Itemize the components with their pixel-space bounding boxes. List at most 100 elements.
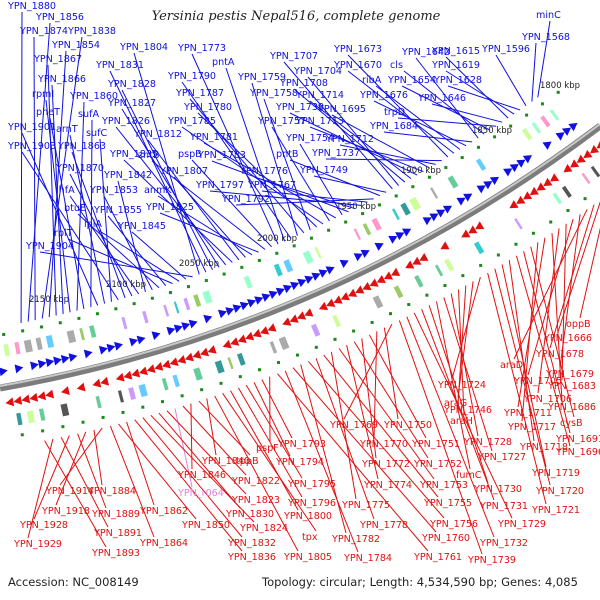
gc-marker (344, 220, 348, 224)
label-leader (300, 364, 347, 534)
reverse-feature-arrow (570, 159, 580, 168)
gene-label: YPN_1729 (497, 519, 546, 530)
gene-label: YPN_1775 (341, 500, 390, 511)
gene-label: YPN_1759 (237, 72, 286, 83)
reverse-annotation-block (561, 185, 572, 198)
label-leader (166, 410, 247, 495)
label-leader (292, 367, 437, 533)
gene-label: YPN_1746 (443, 405, 492, 416)
label-leader (445, 70, 515, 115)
forward-annotation-block (202, 290, 213, 304)
gene-label: YPN_1738 (275, 102, 324, 113)
forward-feature-arrow (395, 232, 405, 241)
gene-label: YPN_1753 (419, 480, 468, 491)
gene-label: YPN_1684 (369, 121, 418, 132)
gene-label: YPN_1678 (535, 349, 584, 360)
gene-label: YPN_1781 (189, 132, 238, 143)
gene-label: YPN_1880 (7, 1, 56, 12)
gc-marker (204, 278, 208, 282)
forward-annotation-block (314, 246, 322, 259)
forward-feature-arrow (45, 358, 55, 368)
forward-feature-arrow (429, 213, 439, 222)
gene-label: YPN_1846 (177, 470, 226, 481)
reverse-feature-arrow (347, 288, 358, 297)
label-leader (126, 421, 155, 506)
gc-marker (479, 263, 483, 267)
label-leader (261, 379, 293, 439)
label-leader (251, 82, 298, 236)
gene-label: YPN_1901 (7, 122, 56, 133)
gene-label: YPN_1707 (269, 51, 318, 62)
gene-label: YPN_1828 (107, 79, 156, 90)
reverse-feature-arrow (333, 295, 343, 304)
forward-annotation-block (447, 175, 459, 189)
reverse-annotation-block (117, 390, 124, 403)
gc-marker (58, 321, 62, 325)
reverse-feature-arrow (529, 186, 539, 196)
label-leader (21, 151, 119, 301)
reverse-feature-arrow (589, 145, 600, 154)
reverse-feature-arrow (200, 347, 210, 357)
gc-marker (370, 320, 374, 324)
forward-annotation-block (531, 121, 542, 134)
gc-marker (101, 415, 105, 419)
reverse-feature-arrow (355, 285, 365, 294)
forward-annotation-block (183, 297, 191, 311)
gene-label: YPN_1783 (197, 150, 246, 161)
reverse-feature-arrow (252, 328, 262, 338)
gc-marker (121, 410, 125, 414)
forward-feature-arrow (225, 307, 235, 316)
label-leader (561, 223, 567, 381)
gene-label: YPN_1754 (285, 133, 334, 144)
gene-label: araG (444, 398, 467, 409)
label-leader (151, 160, 266, 250)
label-leader (271, 126, 330, 222)
kbp-tick-label: 2150 kbp (29, 295, 69, 305)
gene-label: YPN_1757 (257, 116, 306, 127)
gene-label: YPN_1838 (67, 26, 116, 37)
label-leader (289, 159, 381, 197)
reverse-feature-arrow (169, 357, 179, 367)
label-leader (159, 212, 259, 253)
gc-marker (292, 244, 296, 248)
label-leader (397, 117, 497, 127)
gene-label: YPN_1862 (139, 506, 188, 517)
forward-annotation-block (392, 208, 400, 221)
forward-feature-arrow (442, 205, 453, 214)
gene-label: YPN_1706 (523, 394, 572, 405)
forward-annotation-block (35, 337, 43, 351)
kbp-tick-label: 1850 kbp (472, 126, 512, 136)
forward-annotation-block (121, 316, 128, 330)
reverse-feature-arrow (326, 298, 336, 307)
gc-marker (556, 90, 560, 94)
forward-feature-arrow (542, 141, 552, 150)
gc-marker (476, 145, 480, 149)
reverse-feature-arrow (260, 326, 270, 335)
label-leader (99, 138, 112, 302)
label-leader (346, 345, 379, 480)
gene-label: YPN_1796 (287, 498, 336, 509)
gc-marker (377, 203, 381, 207)
label-leader (495, 54, 527, 107)
label-leader (428, 305, 489, 484)
reverse-feature-arrow (340, 292, 350, 301)
gc-marker (95, 312, 99, 316)
forward-annotation-block (353, 228, 361, 241)
forward-annotation-block (142, 310, 149, 324)
gene-label: YPN_1840 (201, 456, 250, 467)
forward-annotation-block (371, 217, 382, 231)
gene-label: YPN_1628 (433, 75, 482, 86)
reverse-feature-arrow (115, 372, 125, 382)
reverse-feature-arrow (92, 378, 102, 388)
reverse-feature-arrow (383, 271, 394, 280)
forward-feature-arrow (339, 259, 349, 269)
label-leader (263, 98, 311, 231)
label-leader (230, 390, 299, 511)
kbp-tick-label: 1950 kbp (336, 202, 376, 212)
label-leader (537, 20, 551, 98)
gene-label: YPN_1666 (543, 333, 592, 344)
gc-marker (222, 272, 226, 276)
gc-marker (257, 258, 261, 262)
gene-label: YPN_1691 (555, 434, 600, 445)
gene-label: pheT (36, 107, 60, 118)
